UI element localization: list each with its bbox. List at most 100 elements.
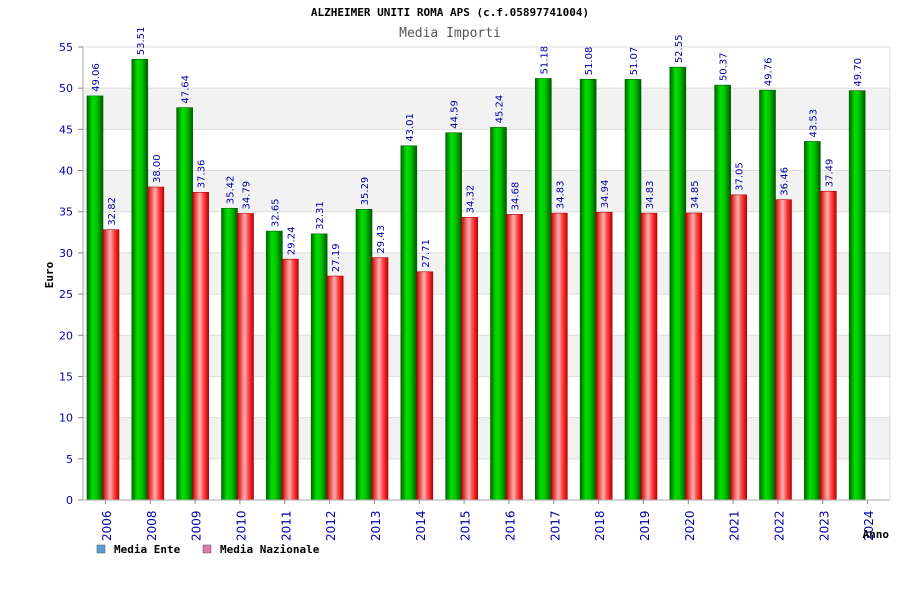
- bar-media-nazionale-2018: [595, 211, 613, 501]
- bar-media-nazionale-2015: [461, 217, 478, 501]
- x-tick-label-2018: 2018: [593, 510, 607, 541]
- bar-media-ente-2017: [535, 78, 552, 501]
- bar-media-ente-2016: [490, 127, 507, 501]
- value-label-media-ente-2015: 44.59: [450, 100, 461, 129]
- bar-media-nazionale-2021: [730, 194, 747, 501]
- value-label-media-nazionale-2018: 34.94: [600, 180, 611, 209]
- bar-media-ente-2021: [714, 84, 731, 501]
- y-tick-label: 0: [66, 494, 73, 507]
- x-tick-label-2017: 2017: [548, 510, 562, 541]
- value-label-media-nazionale-2021: 37.05: [735, 162, 746, 191]
- value-label-media-nazionale-2013: 29.43: [376, 225, 387, 254]
- bar-media-ente-2011: [266, 230, 283, 501]
- value-label-media-ente-2017: 51.18: [539, 46, 550, 75]
- legend: Media Ente Media Nazionale: [96, 543, 320, 556]
- bar-media-ente-2009: [176, 107, 193, 501]
- value-label-media-nazionale-2009: 37.36: [197, 160, 208, 189]
- value-label-media-nazionale-2017: 34.83: [555, 180, 566, 209]
- bar-media-nazionale-2020: [685, 212, 703, 501]
- x-tick-label-2006: 2006: [100, 510, 114, 541]
- value-label-media-ente-2021: 50.37: [719, 52, 730, 81]
- value-labels: 49.06 32.82 53.51 38.00 47.64 37.36 35.42 34.79…: [91, 27, 864, 272]
- value-label-media-ente-2006: 49.06: [91, 63, 102, 92]
- axes: [82, 47, 891, 501]
- y-tick-label: 50: [59, 82, 73, 95]
- x-tick-label-2015: 2015: [459, 510, 473, 541]
- value-label-media-nazionale-2016: 34.68: [511, 182, 522, 211]
- bar-media-ente-2014: [400, 145, 418, 501]
- legend-label-media-nazionale: Media Nazionale: [220, 543, 320, 556]
- grid-band: [83, 88, 890, 130]
- bar-media-ente-2012: [310, 233, 328, 501]
- value-label-media-nazionale-2020: 34.85: [690, 180, 701, 209]
- y-tick-label: 40: [59, 165, 73, 178]
- bar-media-ente-2008: [131, 58, 149, 501]
- y-tick-label: 55: [59, 41, 73, 54]
- legend-label-media-ente: Media Ente: [114, 543, 181, 556]
- bar-media-nazionale-2011: [282, 258, 299, 501]
- legend-swatch-media-ente: [96, 544, 106, 554]
- x-axis-label: Anno: [863, 528, 890, 541]
- y-tick-label: 5: [66, 453, 73, 466]
- bar-media-nazionale-2010: [237, 213, 254, 501]
- bar-media-nazionale-2022: [775, 199, 792, 501]
- grid-band: [83, 417, 890, 459]
- bar-media-nazionale-2017: [551, 212, 568, 501]
- value-label-media-nazionale-2006: 32.82: [107, 197, 118, 226]
- value-label-media-ente-2012: 32.31: [315, 201, 326, 230]
- bar-media-ente-2015: [445, 132, 462, 501]
- value-label-media-ente-2013: 35.29: [360, 177, 371, 206]
- bar-media-ente-2022: [759, 89, 776, 501]
- legend-swatch-media-nazionale: [202, 544, 212, 554]
- bar-media-nazionale-2009: [192, 191, 209, 501]
- x-tick-label-2010: 2010: [235, 510, 249, 541]
- y-tick-label: 30: [59, 247, 73, 260]
- value-label-media-ente-2020: 52.55: [674, 35, 685, 64]
- bar-media-ente-2010: [221, 207, 238, 501]
- y-axis-label: Euro: [43, 261, 56, 288]
- value-label-media-ente-2022: 49.76: [764, 58, 775, 87]
- value-label-media-nazionale-2023: 37.49: [824, 159, 835, 188]
- value-label-media-ente-2009: 47.64: [181, 75, 192, 104]
- y-tick-label: 45: [59, 123, 73, 136]
- grid-lines: [83, 46, 890, 501]
- x-tick-label-2019: 2019: [638, 510, 652, 541]
- value-label-media-nazionale-2022: 36.46: [780, 167, 791, 196]
- x-tick-label-2020: 2020: [683, 510, 697, 541]
- grid-band: [83, 335, 890, 377]
- bar-media-nazionale-2012: [326, 275, 344, 501]
- value-label-media-ente-2014: 43.01: [405, 113, 416, 142]
- grid-bands: [83, 88, 890, 459]
- value-label-media-ente-2008: 53.51: [136, 27, 147, 56]
- y-tick-label: 10: [59, 412, 73, 425]
- chart-subtitle: Media Importi: [399, 26, 501, 41]
- value-label-media-nazionale-2019: 34.83: [645, 180, 656, 209]
- value-label-media-ente-2023: 43.53: [808, 109, 819, 138]
- bar-media-ente-2019: [624, 79, 642, 501]
- value-label-media-nazionale-2010: 34.79: [242, 181, 253, 210]
- x-tick-label-2013: 2013: [369, 510, 383, 541]
- bar-media-nazionale-2008: [147, 186, 165, 501]
- value-label-media-nazionale-2015: 34.32: [466, 185, 477, 214]
- x-tick-label-2012: 2012: [324, 510, 338, 541]
- y-tick-label: 35: [59, 206, 73, 219]
- x-axis-ticks: 2006 2008 2009 2010 2011 2012 2013 2014 2015 2016…: [100, 500, 876, 541]
- value-label-media-nazionale-2014: 27.71: [421, 239, 432, 268]
- value-label-media-nazionale-2012: 27.19: [331, 243, 342, 272]
- y-tick-label: 20: [59, 329, 73, 342]
- value-label-media-ente-2018: 51.08: [584, 47, 595, 76]
- x-tick-label-2009: 2009: [190, 510, 204, 541]
- value-label-media-nazionale-2008: 38.00: [152, 154, 163, 183]
- value-label-media-ente-2024: 49.70: [853, 58, 864, 87]
- bar-media-nazionale-2023: [820, 190, 837, 501]
- x-tick-label-2014: 2014: [414, 510, 428, 541]
- bar-media-ente-2020: [669, 66, 687, 501]
- x-tick-label-2021: 2021: [728, 510, 742, 541]
- bar-media-nazionale-2014: [416, 271, 434, 501]
- x-tick-label-2011: 2011: [279, 510, 293, 541]
- bar-group: [86, 58, 866, 501]
- bar-media-ente-2023: [804, 141, 821, 501]
- bar-media-ente-2024: [848, 90, 866, 501]
- bar-media-nazionale-2006: [102, 229, 120, 501]
